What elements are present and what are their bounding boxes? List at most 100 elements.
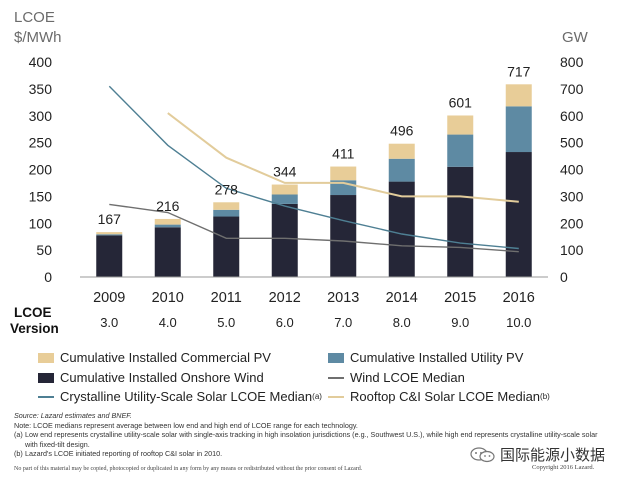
right-tick-label: 800 xyxy=(560,54,584,70)
left-tick-label: 0 xyxy=(44,269,52,285)
bar-segment-0 xyxy=(447,166,474,277)
footnote-b-key: (b) xyxy=(14,449,23,459)
bar-total-label: 344 xyxy=(273,164,297,180)
left-tick-label: 400 xyxy=(29,54,53,70)
right-tick-label: 200 xyxy=(560,215,584,231)
lcoe-line-1 xyxy=(109,203,519,253)
bar-total-label: 216 xyxy=(156,198,180,214)
bar-segment-1 xyxy=(271,194,298,204)
version-value: 10.0 xyxy=(506,315,531,330)
legend-utility-solar-lcoe: Crystalline Utility-Scale Solar LCOE Med… xyxy=(38,389,322,404)
version-label-line2: Version xyxy=(10,321,59,336)
right-tick-label: 100 xyxy=(560,242,584,258)
bar-segment-1 xyxy=(213,209,240,217)
median-note: Note: LCOE medians represent average bet… xyxy=(14,420,358,430)
left-tick-label: 150 xyxy=(29,188,53,204)
version-value: 9.0 xyxy=(451,315,469,330)
wind-lcoe-swatch xyxy=(328,376,344,379)
left-axis-title-line2: $/MWh xyxy=(14,29,62,46)
bars xyxy=(96,84,532,277)
left-tick-label: 300 xyxy=(29,108,53,124)
copyright: Copyright 2016 Lazard. xyxy=(532,464,595,471)
legend-rooftop-sup: (b) xyxy=(540,392,550,401)
right-axis-title: GW xyxy=(562,29,589,46)
lcoe-line-0 xyxy=(108,85,519,250)
bar-total-label: 496 xyxy=(390,123,414,139)
version-value: 5.0 xyxy=(217,315,235,330)
brand-watermark: 国际能源小数据 xyxy=(470,444,605,465)
bar-segment-2 xyxy=(330,166,357,181)
bar-total-labels: 167 216 278 344 411 496 601 717 xyxy=(98,63,531,227)
right-axis-ticks: 800 700 600 500 400 300 200 100 0 xyxy=(560,54,584,285)
x-tick-label: 2016 xyxy=(503,290,535,306)
left-axis-ticks: 400 350 300 250 200 150 100 50 0 xyxy=(29,54,53,285)
footnote-a: (a) Low end represents crystalline utili… xyxy=(14,430,604,449)
bar-segment-2 xyxy=(213,202,240,210)
legend-utility-pv: Cumulative Installed Utility PV xyxy=(328,350,523,365)
onshore-wind-swatch xyxy=(38,372,54,383)
bar-segment-2 xyxy=(96,232,123,235)
copy-restriction-note: No part of this material may be copied, … xyxy=(14,466,363,472)
bar-segment-0 xyxy=(271,203,298,277)
utility-solar-lcoe-swatch xyxy=(38,395,54,398)
version-value: 4.0 xyxy=(159,315,177,330)
footnote-b-text: Lazard's LCOE initiated reporting of roo… xyxy=(25,449,223,459)
right-tick-label: 300 xyxy=(560,188,584,204)
legend-onshore-wind: Cumulative Installed Onshore Wind xyxy=(38,370,264,385)
bar-total-label: 717 xyxy=(507,63,531,79)
utility-pv-swatch xyxy=(328,352,344,363)
bar-total-label: 601 xyxy=(449,94,473,110)
left-axis-title-line1: LCOE xyxy=(14,9,55,26)
version-value: 6.0 xyxy=(276,315,294,330)
x-tick-label: 2009 xyxy=(93,290,125,306)
bar-segment-2 xyxy=(154,218,181,225)
brand-text: 国际能源小数据 xyxy=(500,447,606,464)
bar-segment-1 xyxy=(447,134,474,167)
bar-segment-2 xyxy=(388,143,415,159)
bar-segment-1 xyxy=(154,224,181,228)
legend-utility-solar-lcoe-label: Crystalline Utility-Scale Solar LCOE Med… xyxy=(60,389,313,404)
version-value: 7.0 xyxy=(334,315,352,330)
left-tick-label: 350 xyxy=(29,81,53,97)
bar-segment-2 xyxy=(271,184,298,195)
lcoe-lines xyxy=(108,85,519,253)
right-tick-label: 500 xyxy=(560,135,584,151)
bar-total-label: 411 xyxy=(332,146,355,162)
x-tick-label: 2015 xyxy=(444,290,476,306)
legend-utility-pv-label: Cumulative Installed Utility PV xyxy=(350,350,524,365)
source-note: Source: Lazard estimates and BNEF. xyxy=(14,411,132,420)
legend-rooftop-lcoe-label: Rooftop C&I Solar LCOE Median xyxy=(350,389,541,404)
bar-segment-0 xyxy=(213,216,240,277)
x-axis-ticks: 2009 2010 2011 2012 2013 2014 2015 2016 xyxy=(93,290,535,306)
legend-rooftop-lcoe: Rooftop C&I Solar LCOE Median (b) xyxy=(328,389,550,404)
right-tick-label: 400 xyxy=(560,162,584,178)
version-values: 3.0 4.0 5.0 6.0 7.0 8.0 9.0 10.0 xyxy=(100,315,531,330)
version-value: 8.0 xyxy=(393,315,411,330)
bar-segment-0 xyxy=(154,227,181,277)
commercial-pv-swatch xyxy=(38,352,54,363)
bar-segment-0 xyxy=(330,195,357,277)
left-tick-label: 200 xyxy=(29,162,53,178)
left-axis-title: LCOE $/MWh xyxy=(14,9,62,46)
wechat-icon xyxy=(470,446,495,462)
bar-segment-0 xyxy=(96,235,123,277)
x-tick-label: 2012 xyxy=(269,290,301,306)
legend-commercial-pv-label: Cumulative Installed Commercial PV xyxy=(60,350,271,365)
legend-commercial-pv: Cumulative Installed Commercial PV xyxy=(38,350,271,365)
left-tick-label: 100 xyxy=(29,215,53,231)
footnote-a-text: Low end represents crystalline utility-s… xyxy=(25,430,598,449)
bar-segment-2 xyxy=(447,115,474,135)
bar-total-label: 278 xyxy=(215,181,239,197)
version-value: 3.0 xyxy=(100,315,118,330)
legend-wind-lcoe: Wind LCOE Median xyxy=(328,370,465,385)
x-tick-label: 2013 xyxy=(327,290,359,306)
x-tick-label: 2014 xyxy=(386,290,418,306)
legend-wind-lcoe-label: Wind LCOE Median xyxy=(350,370,465,385)
footnote-a-key: (a) xyxy=(14,430,23,440)
legend-onshore-wind-label: Cumulative Installed Onshore Wind xyxy=(60,370,264,385)
version-label-line1: LCOE xyxy=(14,305,52,320)
lcoe-line-2 xyxy=(167,112,519,203)
x-tick-label: 2011 xyxy=(211,290,242,306)
x-tick-label: 2010 xyxy=(152,290,184,306)
